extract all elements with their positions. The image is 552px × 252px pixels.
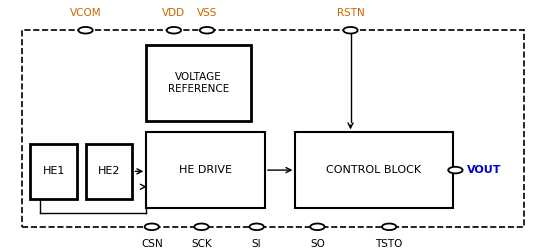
Bar <box>86 144 132 199</box>
Text: VDD: VDD <box>162 8 185 18</box>
Bar <box>30 144 77 199</box>
Circle shape <box>78 27 93 34</box>
Circle shape <box>448 167 463 173</box>
Circle shape <box>194 224 209 230</box>
Bar <box>146 45 251 121</box>
Bar <box>146 132 265 208</box>
Circle shape <box>145 224 159 230</box>
Text: CONTROL BLOCK: CONTROL BLOCK <box>326 165 422 175</box>
Text: VOLTAGE
REFERENCE: VOLTAGE REFERENCE <box>168 72 229 94</box>
Text: SI: SI <box>252 239 262 249</box>
Circle shape <box>167 27 181 34</box>
Text: TSTO: TSTO <box>375 239 403 249</box>
Circle shape <box>250 224 264 230</box>
Text: HE1: HE1 <box>43 166 65 176</box>
Circle shape <box>343 27 358 34</box>
Bar <box>22 30 524 227</box>
Text: CSN: CSN <box>141 239 163 249</box>
Text: VCOM: VCOM <box>70 8 102 18</box>
Bar <box>295 132 453 208</box>
Text: HE2: HE2 <box>98 166 120 176</box>
Text: SCK: SCK <box>191 239 212 249</box>
Text: HE DRIVE: HE DRIVE <box>179 165 232 175</box>
Text: VOUT: VOUT <box>467 165 501 175</box>
Circle shape <box>382 224 396 230</box>
Text: RSTN: RSTN <box>337 8 364 18</box>
Text: VSS: VSS <box>197 8 217 18</box>
Circle shape <box>310 224 325 230</box>
Circle shape <box>200 27 214 34</box>
Text: SO: SO <box>310 239 325 249</box>
